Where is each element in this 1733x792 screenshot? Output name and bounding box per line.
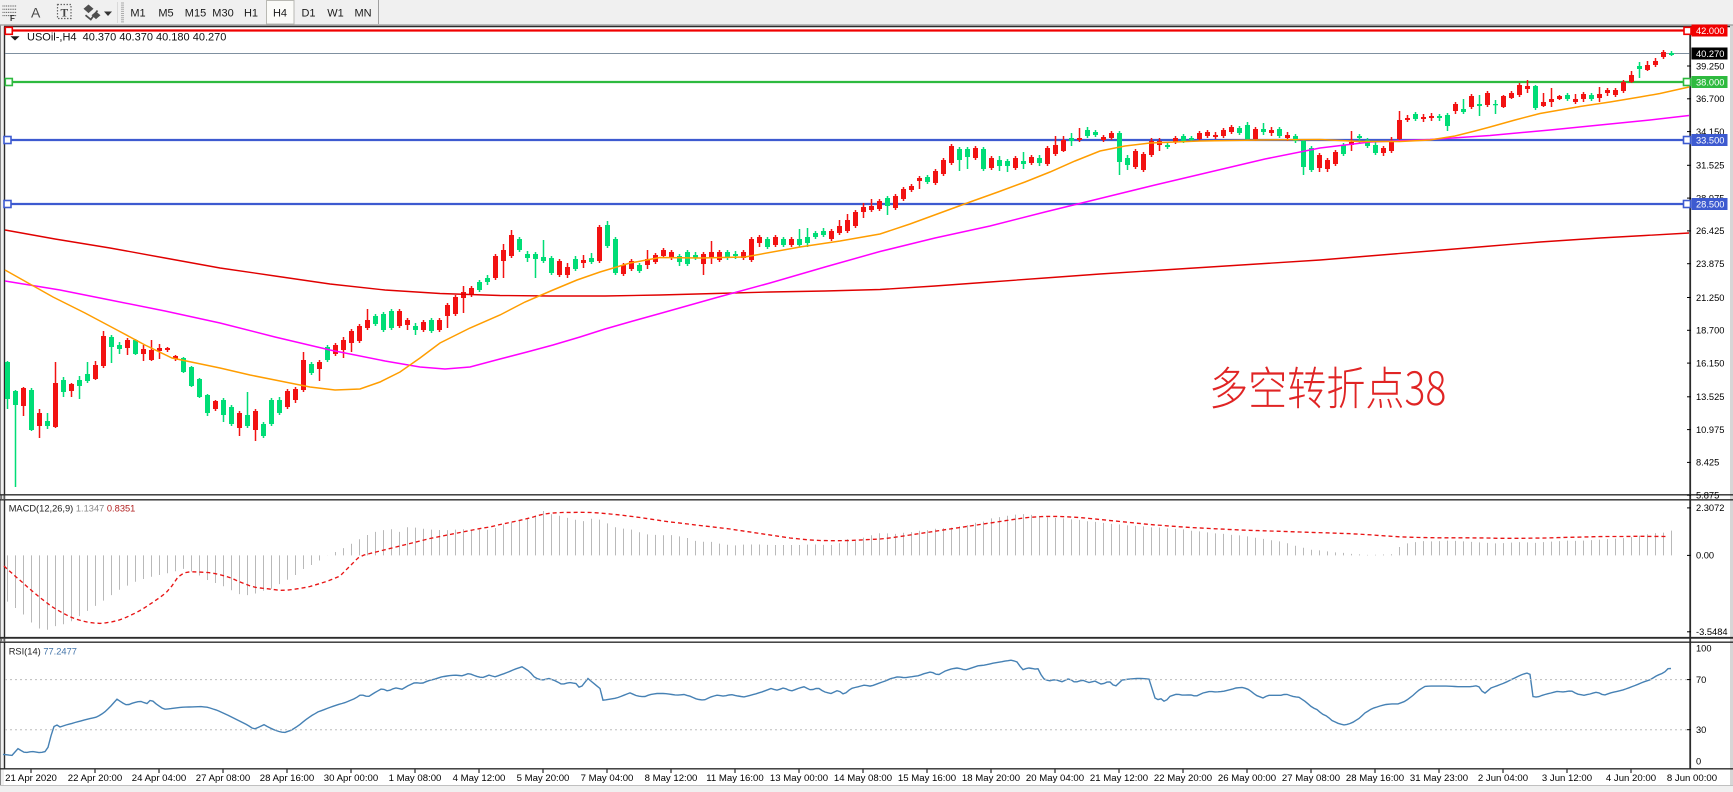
svg-text:5 May 20:00: 5 May 20:00 (517, 773, 570, 784)
svg-text:-3.5484: -3.5484 (1696, 627, 1728, 637)
svg-text:3 Jun 12:00: 3 Jun 12:00 (1542, 773, 1592, 784)
svg-text:34.150: 34.150 (1696, 127, 1724, 137)
svg-text:21 May 12:00: 21 May 12:00 (1090, 773, 1148, 784)
svg-text:38.000: 38.000 (1696, 77, 1724, 87)
svg-text:M5: M5 (158, 7, 173, 19)
svg-text:1 May 08:00: 1 May 08:00 (389, 773, 442, 784)
svg-text:30 Apr 00:00: 30 Apr 00:00 (324, 773, 378, 784)
svg-text:8.425: 8.425 (1696, 458, 1719, 468)
svg-text:11 May 16:00: 11 May 16:00 (706, 773, 763, 784)
svg-text:F: F (10, 14, 15, 23)
svg-text:7 May 04:00: 7 May 04:00 (581, 773, 634, 784)
svg-text:15 May 16:00: 15 May 16:00 (898, 773, 956, 784)
svg-text:M15: M15 (185, 7, 206, 19)
svg-text:MACD(12,26,9) 1.1347 0.8351: MACD(12,26,9) 1.1347 0.8351 (9, 503, 136, 513)
svg-text:36.700: 36.700 (1696, 94, 1724, 104)
svg-text:10.975: 10.975 (1696, 425, 1724, 435)
svg-text:100: 100 (1696, 643, 1712, 653)
svg-text:MN: MN (354, 7, 371, 19)
svg-text:T: T (61, 8, 69, 20)
svg-text:RSI(14) 77.2477: RSI(14) 77.2477 (9, 647, 77, 657)
svg-text:USOil-,H4 40.370 40.370 40.18: USOil-,H4 40.370 40.370 40.180 40.270 (27, 32, 226, 44)
svg-text:0: 0 (1696, 757, 1701, 767)
svg-text:18 May 20:00: 18 May 20:00 (962, 773, 1020, 784)
svg-text:8 May 12:00: 8 May 12:00 (645, 773, 698, 784)
svg-text:27 Apr 08:00: 27 Apr 08:00 (196, 773, 250, 784)
svg-text:4 May 12:00: 4 May 12:00 (453, 773, 506, 784)
svg-text:4 Jun 20:00: 4 Jun 20:00 (1606, 773, 1656, 784)
svg-text:2 Jun 04:00: 2 Jun 04:00 (1478, 773, 1528, 784)
svg-text:0.00: 0.00 (1696, 551, 1714, 561)
svg-text:H1: H1 (244, 7, 258, 19)
svg-text:28.500: 28.500 (1696, 199, 1724, 209)
svg-text:70: 70 (1696, 675, 1706, 685)
svg-text:20 May 04:00: 20 May 04:00 (1026, 773, 1084, 784)
svg-text:27 May 08:00: 27 May 08:00 (1282, 773, 1340, 784)
svg-text:31.525: 31.525 (1696, 161, 1724, 171)
svg-text:A: A (31, 5, 41, 21)
svg-text:21 Apr 2020: 21 Apr 2020 (5, 773, 57, 784)
svg-text:5.875: 5.875 (1696, 491, 1719, 501)
svg-text:H4: H4 (273, 7, 287, 19)
svg-text:21.250: 21.250 (1696, 293, 1724, 303)
svg-text:31 May 23:00: 31 May 23:00 (1410, 773, 1468, 784)
svg-text:28 May 16:00: 28 May 16:00 (1346, 773, 1404, 784)
svg-text:M30: M30 (212, 7, 233, 19)
svg-text:D1: D1 (301, 7, 315, 19)
svg-text:W1: W1 (327, 7, 344, 19)
svg-text:8 Jun 00:00: 8 Jun 00:00 (1667, 773, 1717, 784)
svg-text:18.700: 18.700 (1696, 326, 1724, 336)
svg-text:14 May 08:00: 14 May 08:00 (834, 773, 892, 784)
svg-text:30: 30 (1696, 725, 1706, 735)
svg-text:13.525: 13.525 (1696, 392, 1724, 402)
svg-text:26.425: 26.425 (1696, 226, 1724, 236)
svg-text:2.3072: 2.3072 (1696, 503, 1724, 513)
svg-text:22 Apr 20:00: 22 Apr 20:00 (68, 773, 122, 784)
svg-text:42.000: 42.000 (1696, 26, 1724, 36)
svg-text:40.270: 40.270 (1696, 49, 1724, 59)
svg-text:16.150: 16.150 (1696, 358, 1724, 368)
svg-text:33.500: 33.500 (1696, 135, 1724, 145)
svg-text:22 May 20:00: 22 May 20:00 (1154, 773, 1212, 784)
svg-text:23.875: 23.875 (1696, 259, 1724, 269)
svg-text:13 May 00:00: 13 May 00:00 (770, 773, 828, 784)
svg-text:26 May 00:00: 26 May 00:00 (1218, 773, 1276, 784)
svg-text:28 Apr 16:00: 28 Apr 16:00 (260, 773, 314, 784)
svg-text:39.250: 39.250 (1696, 61, 1724, 71)
svg-text:24 Apr 04:00: 24 Apr 04:00 (132, 773, 186, 784)
svg-text:M1: M1 (130, 7, 145, 19)
